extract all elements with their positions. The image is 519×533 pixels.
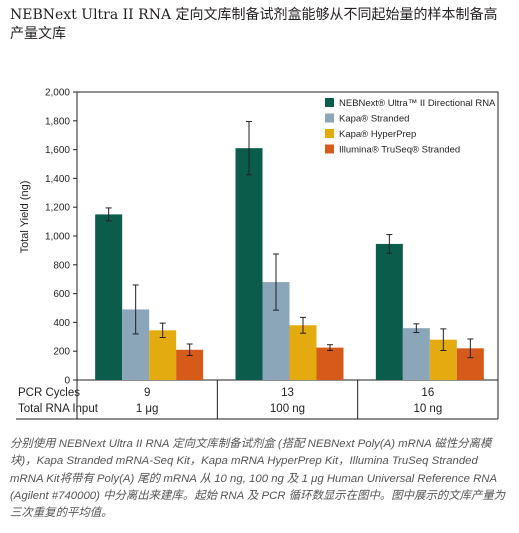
bar: [289, 325, 317, 380]
figure-caption: 分别使用 NEBNext Ultra II RNA 定向文库制备试剂盒 (搭配 …: [10, 438, 506, 520]
legend-label: NEBNext® Ultra™ II Directional RNA: [339, 98, 496, 109]
legend-swatch: [325, 98, 334, 107]
y-tick-label: 2,000: [45, 88, 70, 99]
yield-bar-chart: 0 200 400 600 800 1,000 1,200 1,400 1,600 1,800 2,…: [16, 88, 499, 420]
bar: [95, 214, 123, 380]
legend-swatch: [325, 144, 334, 154]
bar: [402, 328, 430, 380]
y-tick-label: 200: [53, 347, 70, 358]
y-tick-label: 0: [64, 376, 70, 387]
table-cell: 16: [421, 387, 434, 399]
legend-swatch: [325, 113, 334, 123]
y-tick-label: 600: [53, 289, 70, 300]
legend-swatch: [325, 129, 334, 138]
bar: [235, 148, 263, 380]
table-cell: 9: [144, 387, 150, 399]
y-tick-label: 1,400: [45, 174, 70, 185]
y-axis-title: Total Yield (ng): [19, 181, 31, 254]
legend: NEBNext® Ultra™ II Directional RNA Kapa® …: [325, 98, 496, 156]
bar: [316, 347, 344, 380]
y-tick-label: 1,200: [45, 203, 70, 214]
table-cell: 1 μg: [136, 403, 159, 415]
table-cell: 100 ng: [270, 403, 305, 415]
y-tick-label: 400: [53, 318, 70, 329]
y-tick-label: 1,600: [45, 145, 70, 156]
y-tick-label: 1,000: [45, 232, 70, 243]
table-row-label: PCR Cycles: [18, 387, 80, 399]
chart-title: NEBNext Ultra II RNA 定向文库制备试剂盒能够从不同起始量的样…: [10, 7, 498, 42]
bar: [375, 243, 403, 380]
table-row-label: Total RNA Input: [18, 403, 99, 415]
input-table: PCR Cycles 9 13 16 Total RNA Input 1 μg 100 ng…: [16, 380, 499, 420]
table-cell: 13: [281, 387, 294, 399]
legend-label: Illumina® TruSeq® Stranded: [339, 145, 460, 156]
table-cell: 10 ng: [413, 403, 442, 415]
legend-label: Kapa® Stranded: [339, 114, 409, 125]
y-tick-label: 1,800: [45, 116, 70, 127]
bar-series-group: [95, 121, 484, 380]
bar: [149, 330, 177, 380]
y-tick-label: 800: [53, 260, 70, 271]
legend-label: Kapa® HyperPrep: [339, 129, 416, 140]
